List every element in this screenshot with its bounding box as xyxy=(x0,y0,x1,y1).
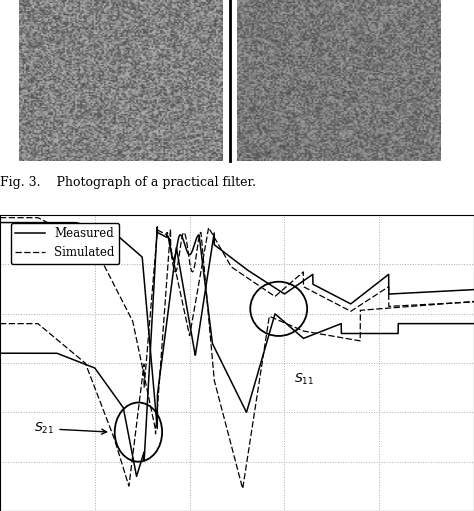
Legend: Measured, Simulated: Measured, Simulated xyxy=(10,222,119,264)
Text: $S_{21}$: $S_{21}$ xyxy=(34,421,107,436)
Text: Fig. 3.    Photograph of a practical filter.: Fig. 3. Photograph of a practical filter… xyxy=(0,176,256,190)
Text: $S_{11}$: $S_{11}$ xyxy=(294,372,314,387)
